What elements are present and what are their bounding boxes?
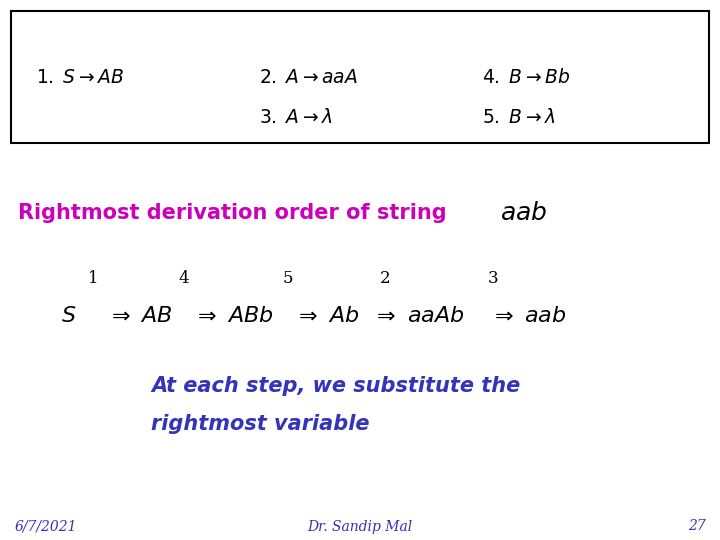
Text: $AB$: $AB$ [140, 306, 173, 326]
Text: At each step, we substitute the: At each step, we substitute the [151, 376, 521, 396]
Text: 5: 5 [283, 269, 293, 287]
Text: $\Rightarrow$: $\Rightarrow$ [490, 306, 513, 326]
Text: $4.\; B \rightarrow Bb$: $4.\; B \rightarrow Bb$ [482, 68, 571, 87]
Text: $aaAb$: $aaAb$ [407, 306, 464, 326]
Text: $\Rightarrow$: $\Rightarrow$ [107, 306, 130, 326]
Text: $Ab$: $Ab$ [328, 306, 359, 326]
Text: $5.\; B \rightarrow \lambda$: $5.\; B \rightarrow \lambda$ [482, 108, 556, 127]
Text: 2: 2 [380, 269, 390, 287]
Text: $S$: $S$ [61, 306, 76, 326]
Text: $2.\; A \rightarrow aaA$: $2.\; A \rightarrow aaA$ [259, 68, 358, 87]
Text: Rightmost derivation order of string: Rightmost derivation order of string [18, 203, 454, 224]
Text: $\Rightarrow$: $\Rightarrow$ [193, 306, 217, 326]
Text: Dr. Sandip Mal: Dr. Sandip Mal [307, 519, 413, 534]
Text: 6/7/2021: 6/7/2021 [14, 519, 77, 534]
Text: $\Rightarrow$: $\Rightarrow$ [294, 306, 318, 326]
FancyBboxPatch shape [11, 11, 709, 143]
Text: $3.\; A \rightarrow \lambda$: $3.\; A \rightarrow \lambda$ [259, 108, 333, 127]
Text: $aab$: $aab$ [524, 306, 567, 326]
Text: rightmost variable: rightmost variable [151, 414, 369, 434]
Text: 27: 27 [688, 519, 706, 534]
Text: 1: 1 [89, 269, 99, 287]
Text: 4: 4 [179, 269, 189, 287]
Text: $1.\; S \rightarrow AB$: $1.\; S \rightarrow AB$ [36, 68, 124, 87]
Text: $\Rightarrow$: $\Rightarrow$ [372, 306, 395, 326]
Text: $ABb$: $ABb$ [227, 306, 274, 326]
Text: $aab$: $aab$ [500, 201, 548, 225]
Text: 3: 3 [488, 269, 498, 287]
